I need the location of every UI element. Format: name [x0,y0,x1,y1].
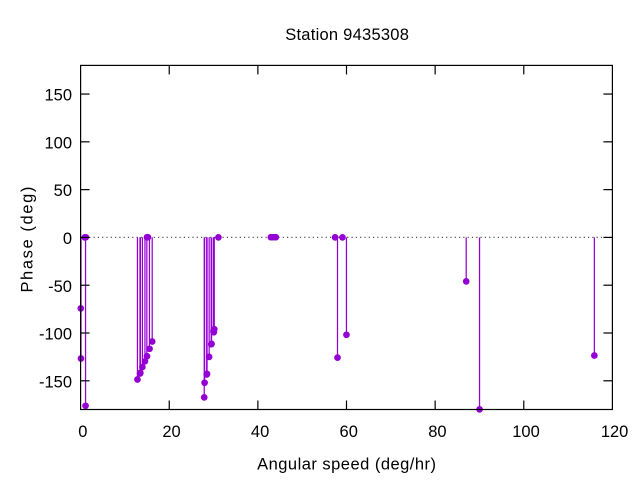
svg-text:-100: -100 [39,326,72,344]
svg-text:120: 120 [601,423,629,441]
svg-text:60: 60 [340,423,358,441]
svg-text:-150: -150 [39,373,72,391]
svg-text:150: 150 [44,87,72,105]
svg-text:0: 0 [63,230,72,248]
svg-text:Station 9435308: Station 9435308 [285,26,409,44]
svg-text:100: 100 [44,134,72,152]
svg-text:Angular speed (deg/hr): Angular speed (deg/hr) [257,455,436,473]
svg-text:100: 100 [512,423,540,441]
svg-text:80: 80 [428,423,446,441]
svg-text:Phase (deg): Phase (deg) [19,185,37,292]
svg-text:-50: -50 [48,278,72,296]
svg-text:0: 0 [78,423,87,441]
svg-text:40: 40 [251,423,269,441]
svg-text:50: 50 [54,182,72,200]
svg-text:20: 20 [162,423,180,441]
